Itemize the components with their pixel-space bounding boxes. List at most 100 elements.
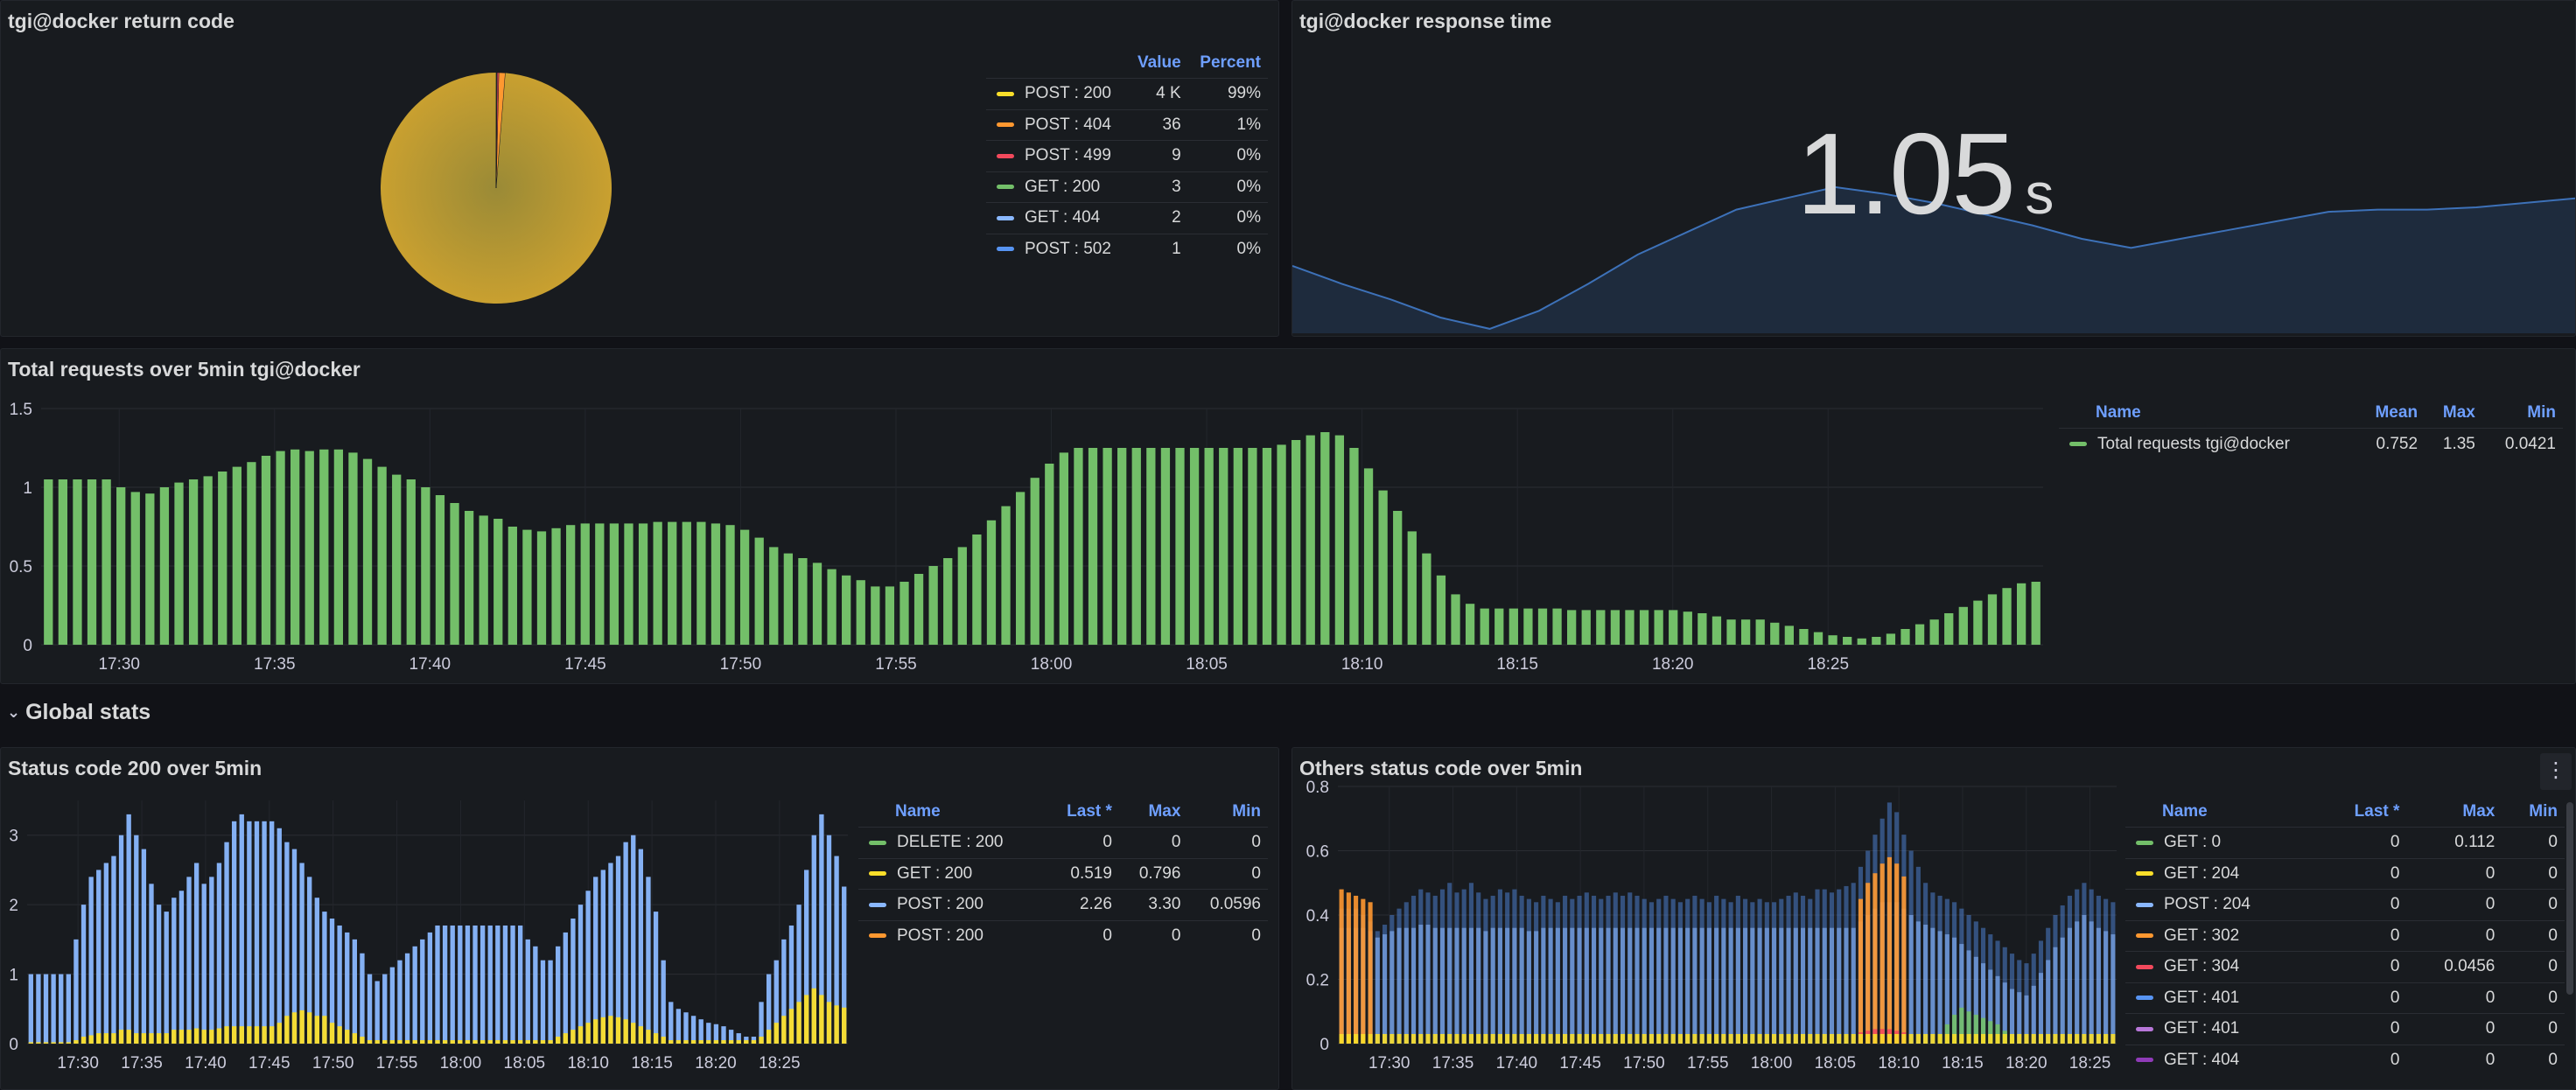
bar[interactable]	[769, 547, 779, 645]
bar[interactable]	[299, 1010, 304, 1044]
bar[interactable]	[1375, 1033, 1380, 1044]
bar[interactable]	[261, 456, 271, 645]
bar[interactable]	[156, 905, 162, 1044]
legend-header-mean[interactable]: Mean	[2375, 403, 2418, 422]
bar[interactable]	[570, 1030, 576, 1044]
bar[interactable]	[1320, 432, 1330, 645]
bar[interactable]	[186, 877, 192, 1044]
bar[interactable]	[1915, 1033, 1921, 1044]
bar[interactable]	[2110, 1033, 2116, 1044]
bar[interactable]	[1915, 921, 1921, 1044]
bar[interactable]	[1698, 613, 1707, 645]
bar[interactable]	[1045, 464, 1054, 645]
bar[interactable]	[314, 898, 319, 1044]
bar[interactable]	[682, 521, 691, 645]
bar[interactable]	[1952, 937, 1957, 1044]
bar[interactable]	[1346, 1033, 1351, 1044]
legend-row[interactable]: GET : 204 0 0 0	[2125, 857, 2565, 890]
bar[interactable]	[1784, 625, 1794, 645]
bar[interactable]	[540, 960, 546, 1044]
bar[interactable]	[1685, 1033, 1690, 1044]
bar[interactable]	[1699, 1033, 1704, 1044]
bar[interactable]	[661, 1037, 666, 1044]
legend-row[interactable]: GET : 200 3 0%	[986, 171, 1268, 203]
bar[interactable]	[1728, 1033, 1733, 1044]
bar[interactable]	[66, 974, 71, 1044]
bar[interactable]	[96, 870, 102, 1044]
bar[interactable]	[1346, 892, 1351, 1044]
bar[interactable]	[291, 849, 298, 1044]
bar[interactable]	[788, 1009, 794, 1044]
bar[interactable]	[216, 863, 222, 1044]
bar[interactable]	[1451, 594, 1460, 645]
bar[interactable]	[465, 1040, 471, 1044]
legend-header-min[interactable]: Min	[1232, 802, 1261, 821]
legend-row[interactable]: GET : 302 0 0 0	[2125, 919, 2565, 952]
bar[interactable]	[134, 835, 139, 1044]
bar[interactable]	[986, 520, 997, 645]
bar[interactable]	[276, 828, 282, 1044]
bar[interactable]	[623, 842, 628, 1044]
bar[interactable]	[1930, 927, 1936, 1044]
bar[interactable]	[126, 1030, 131, 1044]
bar[interactable]	[1799, 629, 1809, 645]
bar[interactable]	[1815, 927, 1820, 1044]
bar[interactable]	[1772, 1033, 1777, 1044]
bar[interactable]	[314, 1016, 319, 1044]
bar[interactable]	[736, 1040, 741, 1044]
bar[interactable]	[322, 912, 327, 1044]
bar[interactable]	[533, 946, 538, 1044]
bar[interactable]	[1468, 1033, 1474, 1044]
bar[interactable]	[412, 946, 417, 1044]
bar[interactable]	[360, 1037, 365, 1044]
bar[interactable]	[600, 870, 606, 1044]
bar[interactable]	[1886, 856, 1892, 1044]
bar[interactable]	[508, 527, 517, 645]
bar[interactable]	[1858, 1033, 1864, 1044]
bar[interactable]	[525, 1040, 530, 1044]
bar[interactable]	[2009, 989, 2015, 1044]
bar[interactable]	[2082, 915, 2087, 1044]
bar[interactable]	[290, 449, 300, 645]
bar[interactable]	[1567, 610, 1577, 645]
bar[interactable]	[1872, 873, 1878, 1044]
bar[interactable]	[2046, 960, 2051, 1044]
bar[interactable]	[1476, 927, 1481, 1044]
bar[interactable]	[2024, 995, 2029, 1044]
bar[interactable]	[1233, 448, 1242, 645]
panel-menu-button[interactable]: ⋮	[2540, 753, 2572, 790]
legend-row[interactable]: GET : 0 0 0.112 0	[2125, 827, 2565, 858]
bar[interactable]	[517, 1040, 523, 1044]
bar[interactable]	[1750, 1033, 1755, 1044]
bar[interactable]	[698, 1040, 704, 1044]
bar[interactable]	[1361, 898, 1366, 1044]
bar[interactable]	[578, 905, 584, 1044]
bar[interactable]	[1393, 511, 1403, 645]
bar[interactable]	[1628, 927, 1633, 1044]
bar[interactable]	[1349, 448, 1359, 645]
bar[interactable]	[231, 1026, 237, 1044]
bar[interactable]	[66, 1042, 71, 1044]
bar[interactable]	[28, 974, 33, 1044]
bar[interactable]	[1432, 1033, 1438, 1044]
bar[interactable]	[551, 528, 561, 645]
bar[interactable]	[1851, 927, 1856, 1044]
bar[interactable]	[102, 479, 111, 645]
bar[interactable]	[811, 988, 816, 1044]
bar[interactable]	[442, 925, 448, 1044]
bar[interactable]	[811, 835, 816, 1044]
bar[interactable]	[2075, 1033, 2080, 1044]
bar[interactable]	[28, 1042, 33, 1044]
bar[interactable]	[1591, 927, 1597, 1044]
bar[interactable]	[638, 849, 644, 1044]
bar[interactable]	[1131, 448, 1141, 645]
bar[interactable]	[1866, 1033, 1871, 1044]
bar[interactable]	[1988, 1033, 1993, 1044]
bar[interactable]	[406, 479, 416, 645]
bar[interactable]	[270, 1026, 275, 1044]
bar[interactable]	[661, 960, 666, 1044]
bar[interactable]	[1599, 927, 1604, 1044]
bar[interactable]	[392, 474, 402, 645]
bar[interactable]	[1418, 925, 1424, 1044]
bar[interactable]	[1886, 1033, 1892, 1044]
